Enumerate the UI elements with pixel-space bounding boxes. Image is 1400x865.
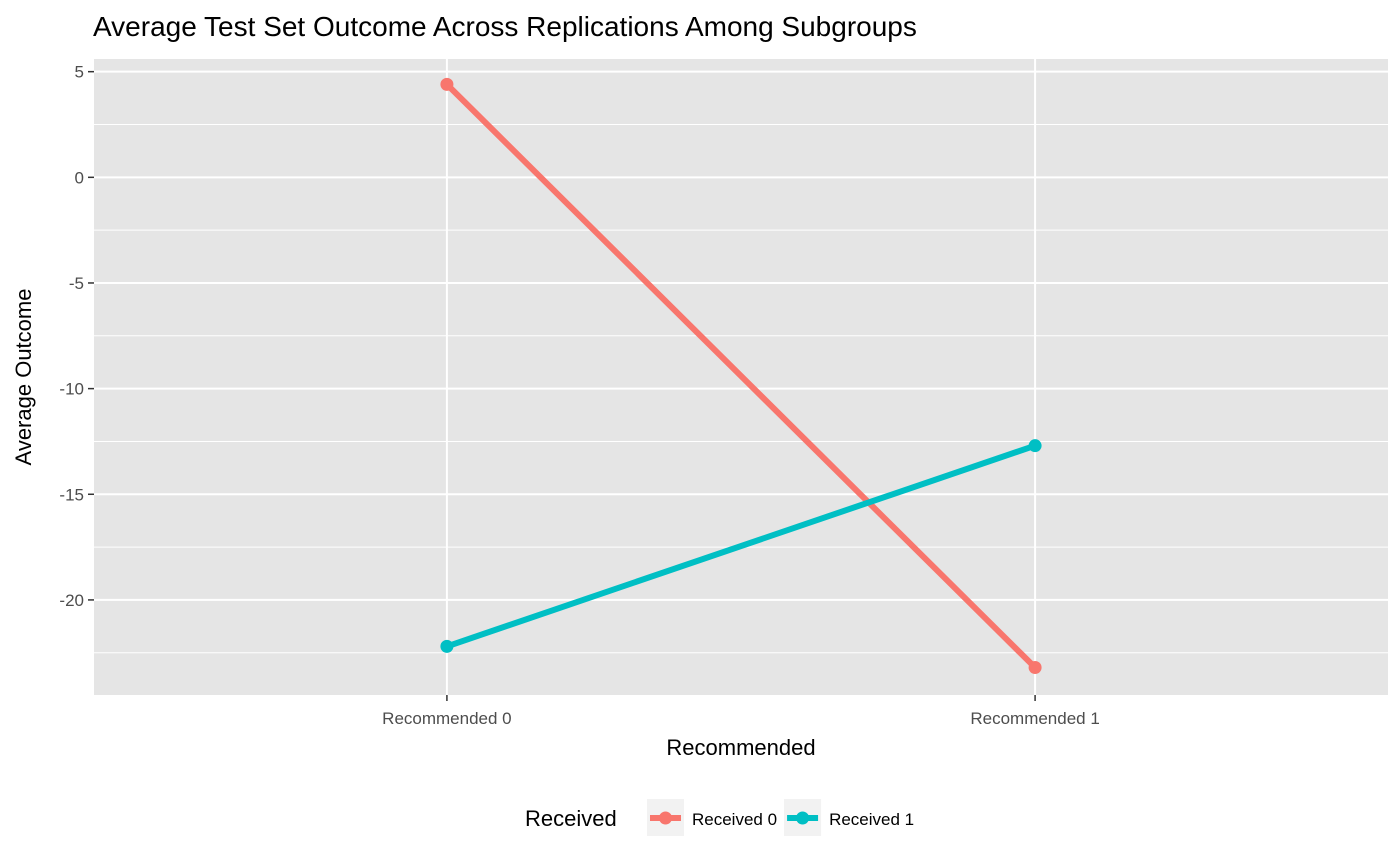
data-point bbox=[1028, 661, 1042, 675]
series-lines bbox=[444, 82, 1038, 670]
data-point bbox=[1028, 439, 1042, 453]
y-tick-label: 0 bbox=[75, 168, 84, 187]
y-tick-label: 5 bbox=[75, 63, 84, 82]
legend-label: Received 0 bbox=[692, 810, 777, 829]
data-point bbox=[440, 639, 454, 653]
series-line bbox=[445, 442, 1037, 650]
x-axis-title: Recommended bbox=[666, 735, 815, 760]
legend-title: Received bbox=[525, 806, 617, 831]
series-points bbox=[440, 77, 1042, 675]
x-tick-label: Recommended 0 bbox=[382, 709, 511, 728]
legend-label: Received 1 bbox=[829, 810, 914, 829]
major-gridlines bbox=[94, 59, 1388, 695]
y-axis: 5 0 -5 -10 -15 -20 bbox=[59, 63, 94, 610]
y-tick-label: -15 bbox=[59, 485, 84, 504]
y-tick-label: -5 bbox=[69, 274, 84, 293]
y-tick-label: -10 bbox=[59, 380, 84, 399]
legend: Received Received 0 Received 1 bbox=[525, 799, 914, 836]
legend-key bbox=[647, 799, 684, 836]
y-axis-title: Average Outcome bbox=[11, 289, 36, 466]
series-line bbox=[444, 82, 1038, 670]
x-tick-label: Recommended 1 bbox=[970, 709, 1099, 728]
y-tick-label: -20 bbox=[59, 591, 84, 610]
chart-title: Average Test Set Outcome Across Replicat… bbox=[93, 11, 917, 42]
legend-key bbox=[784, 799, 822, 836]
x-axis: Recommended 0 Recommended 1 bbox=[382, 695, 1100, 728]
data-point bbox=[440, 77, 454, 91]
